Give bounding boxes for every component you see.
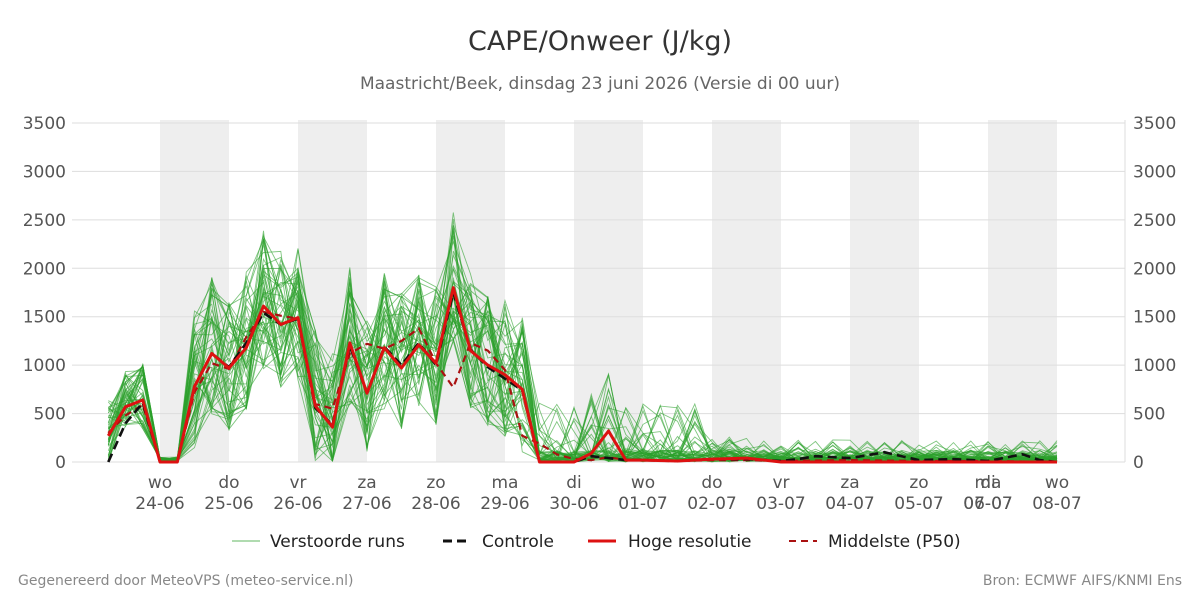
x-tick-date-8: 02-07	[687, 494, 736, 514]
legend-label-ensemble: Verstoorde runs	[270, 532, 405, 552]
night-band-6	[988, 120, 1057, 462]
y-tick-right-0: 0	[1133, 453, 1144, 473]
y-tick-left-1000: 1000	[23, 356, 66, 376]
x-axis: wo24-06do25-06vr26-06za27-06zo28-06ma29-…	[135, 473, 1081, 514]
legend-label-control: Controle	[482, 532, 554, 552]
y-tick-right-2000: 2000	[1133, 259, 1176, 279]
series-line-controle	[107, 291, 1058, 464]
x-tick-date-12: 06-07	[963, 494, 1012, 514]
chart-title: CAPE/Onweer (J/kg)	[468, 26, 732, 57]
x-tick-date-9: 03-07	[756, 494, 805, 514]
y-tick-left-3000: 3000	[23, 162, 66, 182]
x-tick-day-4: zo	[426, 473, 445, 493]
x-tick-date-2: 26-06	[273, 494, 322, 514]
series-line-hoge-resolutie	[107, 286, 1057, 464]
main-series	[107, 286, 1058, 464]
y-tick-left-2500: 2500	[23, 211, 66, 231]
y-tick-left-0: 0	[55, 453, 66, 473]
x-tick-extra-day-0: di	[980, 473, 996, 493]
series-line-middelste-p50-	[107, 310, 1058, 464]
x-tick-day-1: do	[218, 473, 239, 493]
x-tick-day-5: ma	[492, 473, 519, 493]
x-tick-day-7: wo	[631, 473, 655, 493]
x-tick-date-7: 01-07	[618, 494, 667, 514]
x-tick-date-3: 27-06	[342, 494, 391, 514]
x-tick-date-6: 30-06	[549, 494, 598, 514]
legend: Verstoorde runs Controle Hoge resolutie …	[232, 532, 961, 552]
x-tick-day-13: wo	[1045, 473, 1069, 493]
footer-source-left: Gegenereerd door MeteoVPS (meteo-service…	[18, 573, 353, 589]
ensemble-run-45	[107, 239, 1058, 463]
night-bands	[160, 120, 1057, 462]
night-band-0	[160, 120, 229, 462]
x-tick-extra-date-0: 07-07	[963, 494, 1012, 514]
ensemble-run-42	[107, 285, 1058, 463]
y-tick-left-2000: 2000	[23, 259, 66, 279]
y-tick-left-3500: 3500	[23, 114, 66, 134]
x-tick-date-1: 25-06	[204, 494, 253, 514]
y-axis-right: 0 500 1000 1500 2000 2500 3000 3500	[1133, 114, 1176, 473]
night-band-4	[712, 120, 781, 462]
night-band-5	[850, 120, 919, 462]
y-tick-right-3000: 3000	[1133, 162, 1176, 182]
x-tick-day-12: ma	[975, 473, 1002, 493]
y-tick-right-1000: 1000	[1133, 356, 1176, 376]
x-tick-date-11: 05-07	[894, 494, 943, 514]
legend-label-median: Middelste (P50)	[828, 532, 961, 552]
y-tick-right-1500: 1500	[1133, 308, 1176, 328]
x-tick-date-4: 28-06	[411, 494, 460, 514]
x-tick-day-9: vr	[772, 473, 789, 493]
y-tick-right-2500: 2500	[1133, 211, 1176, 231]
legend-label-hires: Hoge resolutie	[628, 532, 752, 552]
y-tick-left-1500: 1500	[23, 308, 66, 328]
x-tick-date-0: 24-06	[135, 494, 184, 514]
x-tick-day-10: za	[840, 473, 859, 493]
x-tick-day-11: zo	[909, 473, 928, 493]
chart-subtitle: Maastricht/Beek, dinsdag 23 juni 2026 (V…	[360, 74, 840, 94]
x-tick-day-6: di	[566, 473, 582, 493]
x-tick-day-2: vr	[289, 473, 306, 493]
x-tick-date-5: 29-06	[480, 494, 529, 514]
x-tick-date-13: 08-07	[1032, 494, 1081, 514]
y-tick-right-500: 500	[1133, 405, 1165, 425]
x-tick-date-10: 04-07	[825, 494, 874, 514]
x-tick-day-0: wo	[148, 473, 172, 493]
x-tick-day-8: do	[701, 473, 722, 493]
footer-source-right: Bron: ECMWF AIFS/KNMI Ens	[983, 573, 1182, 589]
y-axis-left: 0 500 1000 1500 2000 2500 3000 3500	[23, 114, 66, 473]
y-tick-right-3500: 3500	[1133, 114, 1176, 134]
x-tick-day-3: za	[357, 473, 376, 493]
ensemble-run-49	[107, 230, 1058, 463]
y-tick-left-500: 500	[34, 405, 66, 425]
